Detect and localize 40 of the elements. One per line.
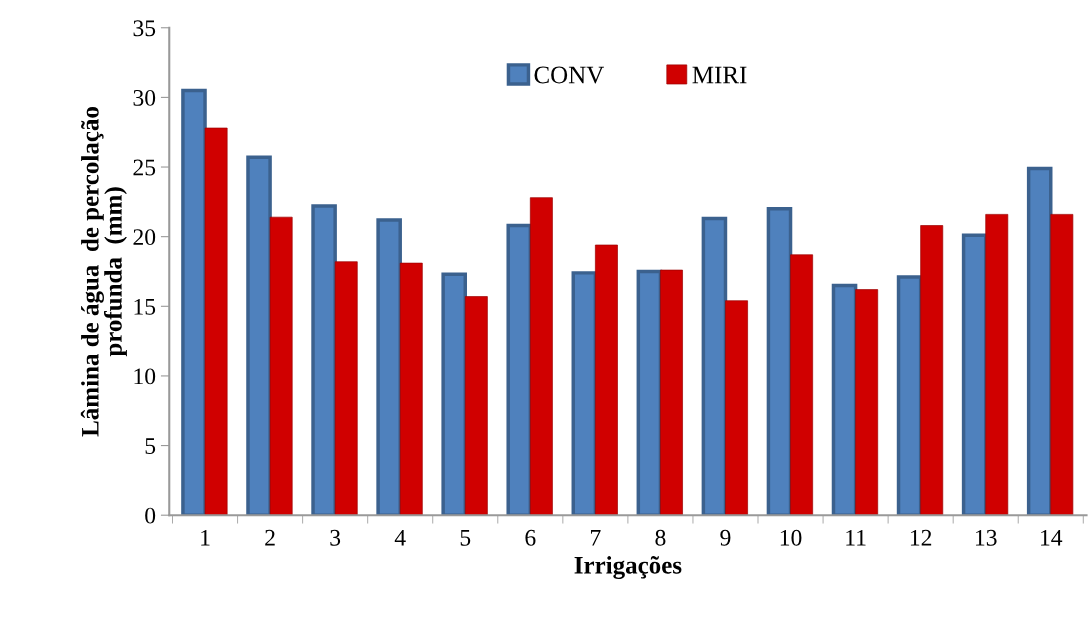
- bar: [334, 261, 358, 516]
- x-tick-label: 11: [846, 529, 866, 546]
- y-tick-label: 0: [145, 507, 156, 524]
- bar: [464, 296, 488, 516]
- x-tick-label: 9: [720, 529, 731, 546]
- bar: [660, 269, 683, 516]
- y-tick-label: 10: [134, 368, 156, 385]
- bar: [204, 127, 228, 516]
- bar: [725, 300, 748, 516]
- x-tick-label: 1: [201, 529, 210, 546]
- y-tick-label: 30: [133, 89, 156, 106]
- bar: [1050, 214, 1074, 516]
- x-tick-label: 13: [975, 529, 997, 546]
- bar: [269, 216, 293, 516]
- y-axis-title: Lâmina de água de percolação profunda (mm): [80, 107, 127, 437]
- bar: [920, 225, 944, 516]
- x-axis-title: Irrigações: [574, 556, 682, 579]
- x-tick-label: 6: [525, 529, 536, 546]
- bar: [529, 197, 553, 516]
- bar: [985, 214, 1009, 516]
- x-tick-label: 8: [655, 529, 666, 546]
- x-tick-label: 10: [780, 529, 802, 546]
- y-tick-label: 20: [133, 229, 156, 246]
- x-tick-label: 2: [265, 529, 275, 546]
- x-tick-label: 5: [460, 530, 471, 546]
- x-tick-label: 3: [330, 529, 341, 546]
- bar: [399, 262, 423, 516]
- x-tick-label: 12: [910, 529, 932, 546]
- y-tick-label: 35: [133, 20, 156, 37]
- bar: [855, 289, 879, 516]
- x-tick-label: 4: [394, 529, 406, 546]
- legend-label: CONV: [534, 66, 605, 84]
- y-tick-label: 5: [145, 438, 156, 454]
- bar: [595, 244, 618, 516]
- y-tick-label: 15: [134, 298, 156, 315]
- bar: [790, 254, 814, 516]
- x-tick-label: 7: [591, 530, 601, 546]
- x-tick-label: 14: [1041, 529, 1063, 546]
- y-tick-label: 25: [133, 159, 156, 176]
- legend-label: MIRI: [692, 66, 747, 84]
